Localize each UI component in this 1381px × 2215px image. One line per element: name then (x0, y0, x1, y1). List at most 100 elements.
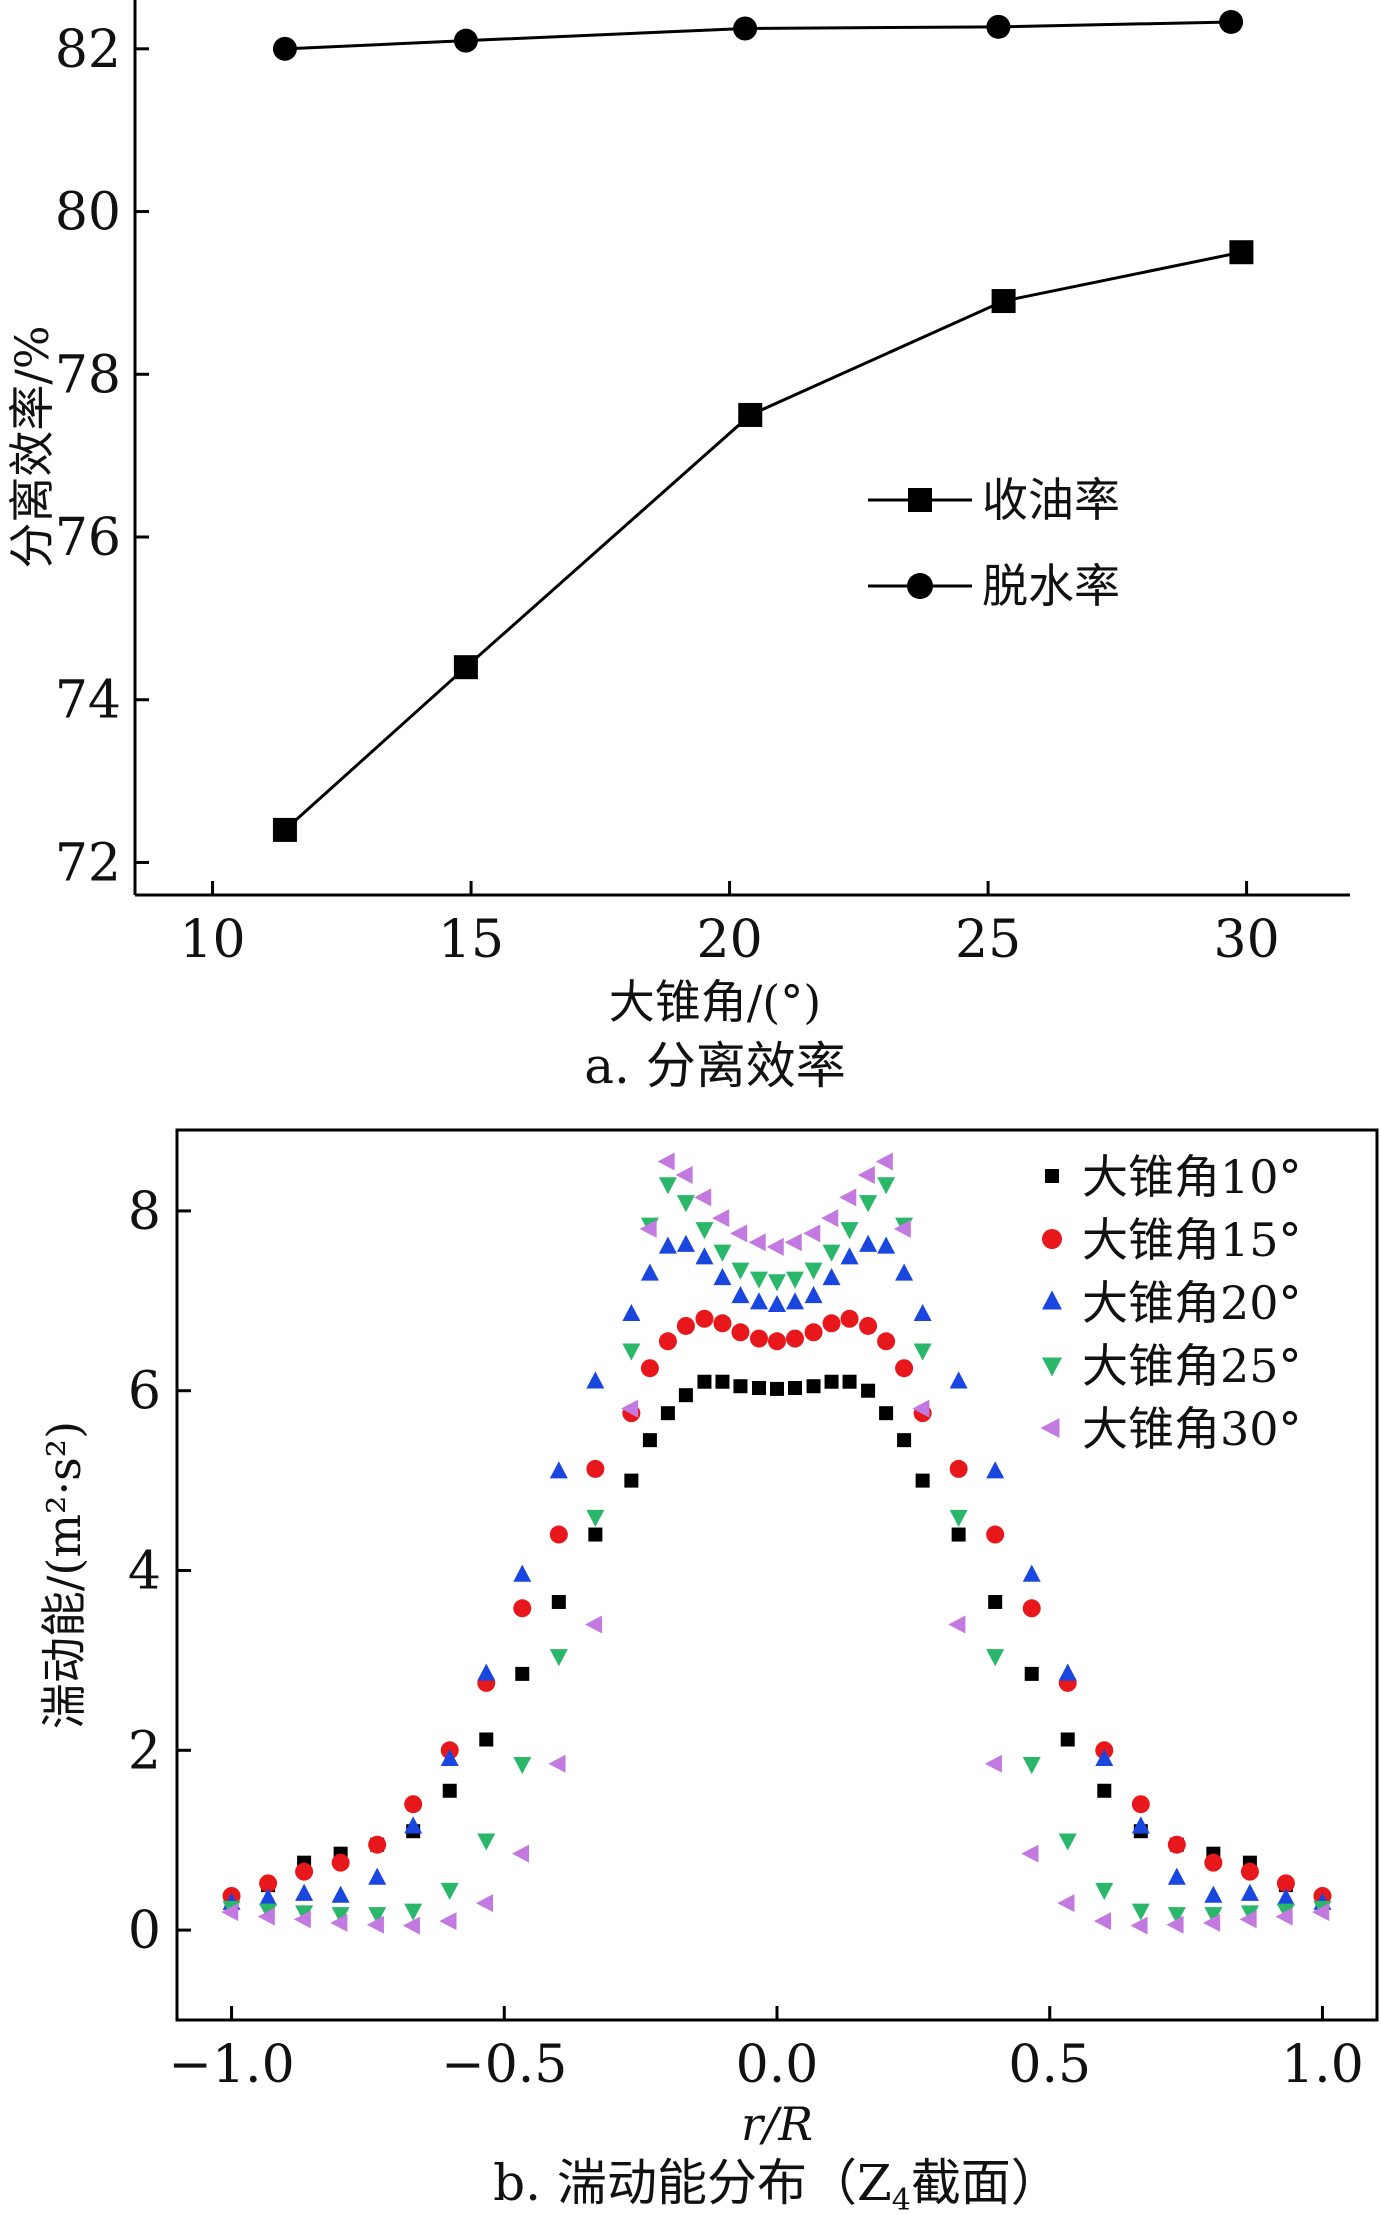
chart-b-point-10 (697, 1374, 712, 1389)
chart-b-legend-label-20: 大锥角20° (1082, 1276, 1302, 1330)
chart-a-legend-marker-oil (908, 488, 932, 512)
chart-b-point-15 (822, 1314, 841, 1333)
chart-b-caption-suffix: 截面） (911, 2154, 1061, 2212)
chart-a-legend-label-oil: 收油率 (982, 473, 1120, 527)
chart-a-x-tick-label: 20 (696, 910, 762, 970)
chart-b-point-30 (912, 1399, 930, 1418)
chart-b-legend-marker-25 (1042, 1357, 1062, 1377)
chart-b-point-10 (1024, 1666, 1039, 1681)
chart-b-point-25 (440, 1882, 459, 1900)
chart-a-point-oil (738, 402, 763, 427)
chart-a-x-tick-label: 15 (438, 910, 504, 970)
chart-b-point-20 (640, 1263, 659, 1281)
chart-b-point-25 (477, 1833, 496, 1851)
chart-b-point-10 (824, 1374, 839, 1389)
chart-b-point-25 (750, 1271, 768, 1289)
chart-b-point-30 (330, 1913, 348, 1932)
chart-a-y-tick-label: 76 (55, 508, 121, 568)
chart-b-point-25 (786, 1271, 804, 1289)
chart-a-series (272, 9, 1254, 842)
chart-b-point-10 (442, 1783, 457, 1798)
chart-b-point-25 (1022, 1757, 1041, 1775)
chart-b-point-20 (1131, 1816, 1150, 1834)
chart-b-point-15 (949, 1459, 968, 1478)
chart-b-point-15 (549, 1525, 568, 1544)
chart-b-point-10 (588, 1527, 603, 1542)
chart-b-point-30 (257, 1907, 275, 1926)
chart-b-point-20 (713, 1267, 732, 1286)
chart-b-point-30 (221, 1903, 239, 1922)
chart-b-point-15 (859, 1316, 878, 1335)
chart-a-y-tick-label: 74 (55, 671, 121, 731)
chart-b-point-10 (951, 1527, 966, 1542)
chart-b-point-20 (586, 1371, 605, 1389)
chart-b-x-tick-label: 0.0 (736, 2035, 819, 2095)
chart-b-point-15 (986, 1525, 1005, 1544)
chart-b-point-15 (895, 1359, 914, 1378)
chart-b-legend-marker-20 (1042, 1290, 1062, 1310)
chart-b-point-20 (822, 1267, 841, 1286)
chart-a-x-axis-label: 大锥角/(°) (609, 975, 821, 1029)
chart-b-point-25 (1167, 1907, 1186, 1925)
chart-b-point-15 (768, 1332, 786, 1351)
chart-b-point-15 (786, 1329, 804, 1348)
chart-b-point-30 (803, 1224, 821, 1243)
chart-b-point-15 (1022, 1599, 1041, 1618)
chart-b-point-15 (731, 1323, 750, 1342)
chart-b-point-25 (713, 1244, 732, 1262)
chart-b-point-20 (1095, 1748, 1114, 1767)
chart-a-point-oil (991, 289, 1016, 314)
chart-b-point-25 (731, 1262, 750, 1280)
chart-b-x-ticks: −1.0 −0.5 0.0 0.5 1.0 (168, 2006, 1364, 2095)
chart-a-series-line-water (284, 20, 1232, 51)
chart-b-point-25 (676, 1195, 695, 1213)
chart-a-point-water (1219, 9, 1244, 34)
chart-a-y-axis-label: 分离效率/% (5, 325, 59, 568)
chart-a-caption: a. 分离效率 (584, 1037, 846, 1095)
chart-b-point-25 (913, 1343, 932, 1361)
chart-b-point-30 (1130, 1916, 1148, 1935)
chart-a-legend-marker-water (907, 573, 933, 599)
chart-b-point-30 (984, 1754, 1002, 1773)
chart-b-point-20 (676, 1234, 695, 1252)
chart-b-point-10 (660, 1406, 675, 1421)
chart-b-point-20 (549, 1461, 568, 1479)
chart-b-point-25 (1131, 1903, 1150, 1921)
chart-b-point-10 (915, 1473, 930, 1488)
chart-b-point-30 (675, 1165, 693, 1184)
chart-b-point-20 (859, 1234, 878, 1252)
chart-b-legend-marker-10 (1045, 1169, 1059, 1183)
chart-b-point-30 (784, 1233, 802, 1252)
chart-b-point-30 (1312, 1903, 1330, 1922)
chart-b-point-25 (1204, 1907, 1223, 1925)
chart-a-legend-label-water: 脱水率 (982, 559, 1120, 613)
chart-b-point-20 (368, 1867, 387, 1885)
chart-b-point-25 (822, 1244, 841, 1262)
chart-b-point-30 (366, 1915, 384, 1934)
chart-b-x-tick-label: −0.5 (441, 2035, 567, 2095)
chart-b-point-10 (642, 1433, 657, 1448)
chart-b-y-axis-label: 湍动能/(m²·s²) (37, 1421, 91, 1729)
chart-b-point-20 (949, 1371, 968, 1389)
chart-b-point-20 (768, 1294, 786, 1313)
chart-a-point-oil (453, 655, 478, 680)
chart-b-point-15 (804, 1323, 823, 1342)
chart-a-point-water (986, 14, 1011, 39)
chart-b-point-20 (513, 1564, 532, 1582)
chart-a-x-tick-label: 10 (179, 910, 245, 970)
chart-b-point-10 (988, 1594, 1003, 1609)
chart-b-series (221, 1152, 1332, 1935)
chart-b-point-15 (1167, 1835, 1186, 1854)
chart-b-point-25 (586, 1509, 605, 1527)
chart-b-point-30 (511, 1844, 530, 1863)
chart-b-point-25 (949, 1509, 968, 1527)
chart-b-point-20 (731, 1285, 750, 1304)
chart-b-point-15 (713, 1314, 732, 1333)
chart-b-point-15 (404, 1795, 423, 1814)
chart-b-point-15 (658, 1332, 677, 1351)
chart-b-legend-label-25: 大锥角25° (1082, 1339, 1302, 1393)
chart-b-legend-label-30: 大锥角30° (1082, 1402, 1302, 1456)
chart-b-point-30 (730, 1224, 748, 1243)
